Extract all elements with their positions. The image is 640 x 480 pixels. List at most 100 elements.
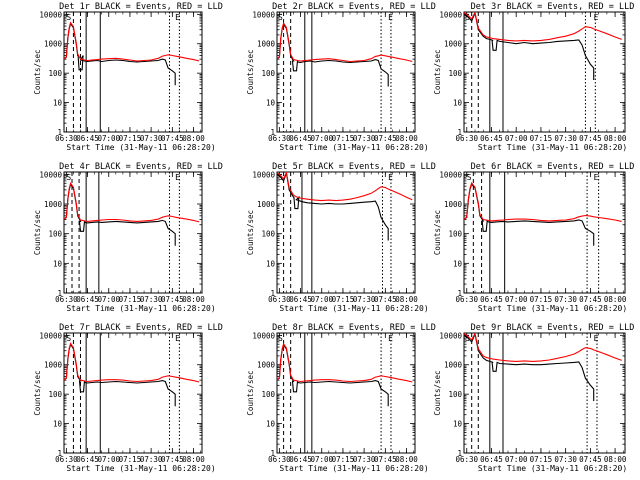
x-axis-label: Start Time (31-May-11 06:28:20) — [478, 143, 627, 152]
panel-det-1: Det 1r BLACK = Events, RED = LLD 1 10 100 10… — [33, 2, 223, 152]
x-tick-label: 07:45 — [161, 134, 184, 143]
panel-det-7: Det 7r BLACK = Events, RED = LLD 1 10 100 10… — [33, 323, 223, 473]
x-tick-label: 07:15 — [119, 295, 142, 304]
panel-det-8: Det 8r BLACK = Events, RED = LLD 1 10 100 10… — [246, 323, 436, 473]
series-line-lld — [64, 182, 200, 223]
x-tick-label: 07:00 — [310, 134, 333, 143]
interval-mark: S — [467, 173, 472, 182]
series-line-lld — [464, 181, 622, 222]
x-tick-label: 07:15 — [530, 134, 553, 143]
panel-title: Det 3r BLACK = Events, RED = LLD — [471, 2, 635, 12]
interval-mark: E — [594, 13, 599, 22]
interval-mark: S — [66, 13, 71, 22]
panel-det-5: Det 5r BLACK = Events, RED = LLD 1 10 100 10… — [246, 162, 436, 313]
y-tick-label: 10 — [453, 420, 463, 429]
x-axis-label: Start Time (31-May-11 06:28:20) — [279, 304, 428, 313]
y-axis-label: Counts/sec — [433, 370, 442, 415]
series-line-lld — [464, 333, 622, 362]
y-tick-label: 10000 — [39, 331, 62, 340]
x-tick-label: 07:30 — [353, 455, 376, 464]
x-tick-label: 07:30 — [353, 295, 376, 304]
y-tick-label: 10 — [53, 420, 63, 429]
y-tick-label: 10000 — [439, 331, 462, 340]
x-tick-label: 07:15 — [119, 455, 142, 464]
x-tick-label: 07:00 — [97, 295, 120, 304]
x-tick-label: 06:45 — [76, 295, 99, 304]
panel-det-2: Det 2r BLACK = Events, RED = LLD 1 10 100 10… — [246, 2, 436, 152]
y-tick-label: 1 — [57, 289, 62, 298]
y-tick-label: 1 — [457, 449, 462, 458]
series-line-events — [464, 333, 595, 401]
x-tick-label: 06:30 — [268, 295, 291, 304]
y-tick-label: 1000 — [444, 200, 463, 209]
x-tick-label: 07:45 — [374, 455, 397, 464]
y-tick-label: 10000 — [39, 170, 62, 179]
x-tick-label: 07:30 — [554, 455, 577, 464]
series-line-events — [277, 343, 389, 407]
interval-mark: E — [594, 173, 599, 182]
y-axis-label: Counts/sec — [433, 49, 442, 94]
plot-frame — [276, 11, 416, 133]
x-tick-label: 08:00 — [604, 134, 627, 143]
panel-det-3: Det 3r BLACK = Events, RED = LLD 1 10 100 10… — [433, 2, 634, 152]
x-tick-label: 06:45 — [289, 295, 312, 304]
y-tick-label: 10000 — [252, 170, 275, 179]
x-tick-label: 07:45 — [161, 455, 184, 464]
y-tick-label: 100 — [448, 69, 462, 78]
y-tick-label: 10 — [266, 259, 276, 268]
x-tick-label: 06:30 — [268, 455, 291, 464]
interval-mark: S — [66, 173, 71, 182]
y-tick-label: 100 — [261, 69, 275, 78]
x-tick-label: 07:15 — [530, 455, 553, 464]
panel-title: Det 6r BLACK = Events, RED = LLD — [471, 162, 635, 172]
y-tick-label: 10 — [53, 259, 63, 268]
y-tick-label: 10 — [266, 420, 276, 429]
x-tick-label: 06:45 — [76, 455, 99, 464]
panel-title: Det 7r BLACK = Events, RED = LLD — [59, 323, 223, 333]
y-tick-label: 100 — [261, 230, 275, 239]
x-tick-label: 06:30 — [55, 295, 78, 304]
y-tick-label: 1 — [270, 289, 275, 298]
y-tick-label: 1000 — [44, 40, 63, 49]
panel-det-6: Det 6r BLACK = Events, RED = LLD 1 10 100 10… — [433, 162, 634, 313]
y-tick-label: 1000 — [44, 361, 63, 370]
x-tick-label: 07:15 — [530, 295, 553, 304]
series-line-lld — [464, 12, 622, 42]
interval-mark: E — [175, 173, 180, 182]
y-axis-label: Counts/sec — [246, 49, 255, 94]
x-tick-label: 06:45 — [480, 295, 503, 304]
x-tick-label: 08:00 — [182, 295, 205, 304]
y-tick-label: 1 — [57, 449, 62, 458]
x-tick-label: 07:30 — [140, 134, 163, 143]
y-tick-label: 10000 — [39, 10, 62, 19]
x-axis-label: Start Time (31-May-11 06:28:20) — [478, 464, 627, 473]
x-tick-label: 06:45 — [289, 134, 312, 143]
y-tick-label: 1 — [457, 289, 462, 298]
panel-title: Det 1r BLACK = Events, RED = LLD — [59, 2, 223, 12]
plot-frame — [463, 11, 626, 133]
y-tick-label: 10000 — [439, 10, 462, 19]
plot-frame — [63, 11, 203, 133]
x-tick-label: 06:30 — [268, 134, 291, 143]
panel-title: Det 2r BLACK = Events, RED = LLD — [272, 2, 436, 12]
series-line-lld — [277, 172, 413, 202]
y-tick-label: 100 — [448, 230, 462, 239]
y-axis-label: Counts/sec — [246, 210, 255, 255]
x-tick-label: 07:00 — [310, 295, 333, 304]
plot-frame — [63, 171, 203, 294]
interval-mark: S — [465, 13, 470, 22]
x-tick-label: 07:30 — [554, 295, 577, 304]
y-axis-label: Counts/sec — [33, 370, 42, 415]
interval-mark: E — [594, 334, 599, 343]
x-tick-label: 07:30 — [140, 295, 163, 304]
plot-frame — [463, 171, 626, 294]
plot-frame — [276, 171, 416, 294]
y-tick-label: 10000 — [252, 10, 275, 19]
panel-det-9: Det 9r BLACK = Events, RED = LLD 1 10 100 10… — [433, 323, 634, 473]
y-tick-label: 1000 — [444, 40, 463, 49]
x-tick-label: 06:30 — [55, 134, 78, 143]
y-tick-label: 100 — [48, 390, 62, 399]
y-tick-label: 100 — [48, 69, 62, 78]
x-tick-label: 06:45 — [76, 134, 99, 143]
x-tick-label: 07:00 — [505, 295, 528, 304]
